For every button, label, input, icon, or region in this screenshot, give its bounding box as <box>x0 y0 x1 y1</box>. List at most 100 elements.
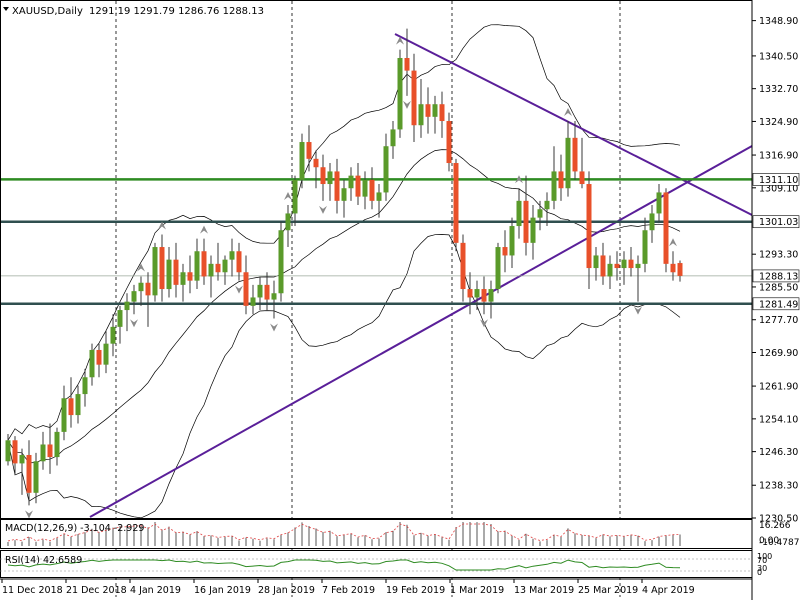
candle[interactable] <box>544 192 550 227</box>
candle[interactable] <box>404 28 410 96</box>
candle[interactable] <box>348 167 354 201</box>
candle[interactable] <box>649 205 655 243</box>
candle[interactable] <box>418 79 424 138</box>
candle[interactable] <box>390 121 396 159</box>
candle[interactable] <box>47 423 53 474</box>
candle[interactable] <box>432 95 438 134</box>
descending-trendline[interactable] <box>394 33 753 216</box>
candle[interactable] <box>586 171 592 290</box>
candle[interactable] <box>271 280 277 319</box>
candle[interactable] <box>467 272 473 315</box>
candle[interactable] <box>327 163 333 201</box>
candle[interactable] <box>516 188 522 239</box>
candle[interactable] <box>628 247 634 277</box>
candle[interactable] <box>306 125 312 172</box>
candle[interactable] <box>208 255 214 298</box>
candle[interactable] <box>621 251 627 285</box>
candle[interactable] <box>495 242 501 294</box>
candle[interactable] <box>159 234 165 302</box>
candle[interactable] <box>250 284 256 315</box>
candle[interactable] <box>292 175 298 227</box>
candle[interactable] <box>530 205 536 260</box>
candle[interactable] <box>614 251 620 281</box>
candle[interactable] <box>677 260 683 282</box>
candle[interactable] <box>670 251 676 281</box>
candle[interactable] <box>446 112 452 172</box>
candle[interactable] <box>278 221 284 302</box>
candle[interactable] <box>607 255 613 290</box>
candle[interactable] <box>579 137 585 189</box>
candle[interactable] <box>33 452 39 504</box>
collapse-triangle-icon[interactable] <box>3 7 9 11</box>
candle[interactable] <box>488 280 494 319</box>
candle[interactable] <box>243 255 249 315</box>
candle[interactable] <box>26 440 32 506</box>
candle[interactable] <box>68 377 74 428</box>
candle[interactable] <box>40 431 46 470</box>
candle[interactable] <box>89 343 95 386</box>
candle[interactable] <box>110 314 116 357</box>
candle[interactable] <box>376 184 382 218</box>
candle[interactable] <box>103 331 109 374</box>
candle[interactable] <box>411 53 417 143</box>
macd-panel[interactable]: MACD(12,26,9) -3.104 -2.929 16.266 0.00-10… <box>0 519 800 549</box>
candle[interactable] <box>12 436 18 474</box>
candle[interactable] <box>61 385 67 441</box>
candle[interactable] <box>635 255 641 302</box>
candle[interactable] <box>320 154 326 201</box>
candle[interactable] <box>75 385 81 424</box>
candle[interactable] <box>502 230 508 273</box>
candle[interactable] <box>481 276 487 315</box>
candle[interactable] <box>551 146 557 210</box>
candle[interactable] <box>474 280 480 311</box>
candle[interactable] <box>236 242 242 281</box>
candle[interactable] <box>362 171 368 210</box>
candlestick-series[interactable] <box>5 28 683 506</box>
candle[interactable] <box>453 158 459 252</box>
candle[interactable] <box>537 200 543 231</box>
candle[interactable] <box>131 284 137 315</box>
candle[interactable] <box>264 272 270 311</box>
candle[interactable] <box>299 133 305 189</box>
candle[interactable] <box>285 205 291 248</box>
candle[interactable] <box>355 163 361 206</box>
candle[interactable] <box>397 49 403 138</box>
candle[interactable] <box>383 133 389 201</box>
candle[interactable] <box>369 167 375 210</box>
candle[interactable] <box>341 179 347 218</box>
candle[interactable] <box>145 272 151 327</box>
candle[interactable] <box>124 293 130 332</box>
candle[interactable] <box>82 368 88 407</box>
candle[interactable] <box>460 234 466 302</box>
candle[interactable] <box>201 238 207 285</box>
candle[interactable] <box>600 242 606 285</box>
candle[interactable] <box>117 305 123 344</box>
candle[interactable] <box>523 175 529 256</box>
candle[interactable] <box>572 121 578 180</box>
candle[interactable] <box>194 238 200 290</box>
candle[interactable] <box>54 427 60 466</box>
candle[interactable] <box>558 154 564 201</box>
candle[interactable] <box>439 91 445 138</box>
candle[interactable] <box>509 217 515 269</box>
candle[interactable] <box>593 247 599 281</box>
candle[interactable] <box>565 121 571 197</box>
candle[interactable] <box>152 242 158 302</box>
candle[interactable] <box>642 217 648 273</box>
candle[interactable] <box>173 242 179 298</box>
candle[interactable] <box>257 276 263 311</box>
candle[interactable] <box>229 238 235 277</box>
candle[interactable] <box>5 433 11 466</box>
candle[interactable] <box>334 158 340 214</box>
candle[interactable] <box>96 343 102 378</box>
candle[interactable] <box>215 242 221 281</box>
candle[interactable] <box>19 448 25 495</box>
candle[interactable] <box>138 276 144 306</box>
candle[interactable] <box>425 87 431 134</box>
candle[interactable] <box>656 184 662 222</box>
candle[interactable] <box>166 247 172 298</box>
candle[interactable] <box>222 255 228 285</box>
price-panel[interactable]: XAUUSD,Daily 1291.19 1291.79 1286.76 128… <box>0 0 753 598</box>
